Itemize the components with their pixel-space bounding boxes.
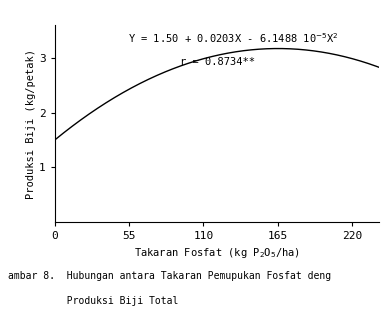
Text: Produksi Biji Total: Produksi Biji Total: [8, 296, 178, 307]
Y-axis label: Produksi Biji (kg/petak): Produksi Biji (kg/petak): [26, 49, 36, 199]
Text: r = 0.8734**: r = 0.8734**: [179, 57, 255, 67]
Text: Y = 1.50 + 0.0203X - 6.1488 10$^{-5}$X$^2$: Y = 1.50 + 0.0203X - 6.1488 10$^{-5}$X$^…: [128, 31, 339, 45]
Text: ambar 8.  Hubungan antara Takaran Pemupukan Fosfat deng: ambar 8. Hubungan antara Takaran Pemupuk…: [8, 271, 331, 281]
X-axis label: Takaran Fosfat (kg P$_2$O$_5$/ha): Takaran Fosfat (kg P$_2$O$_5$/ha): [134, 247, 300, 261]
